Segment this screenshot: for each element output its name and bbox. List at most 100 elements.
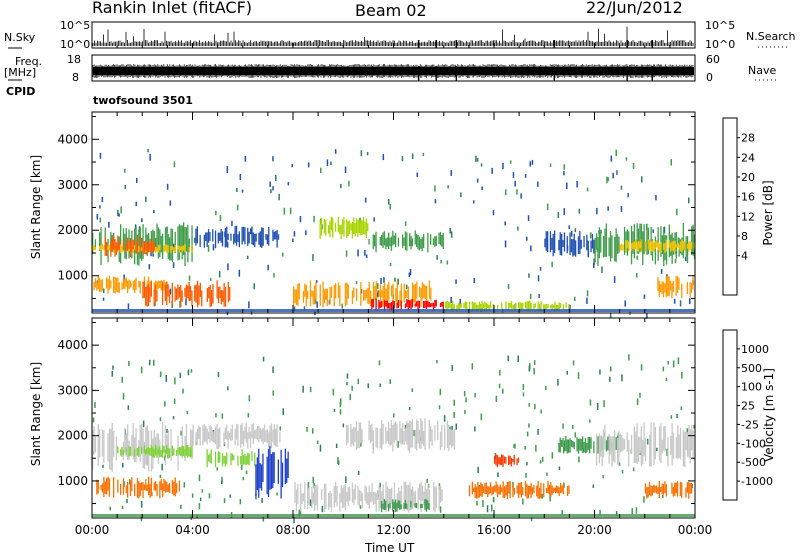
power-scatter-point <box>382 154 385 161</box>
power-region-2 <box>127 280 129 293</box>
power-region-11 <box>559 232 561 256</box>
velocity-region-7 <box>357 430 359 449</box>
velocity-region-6 <box>409 482 411 511</box>
power-region-10 <box>452 300 454 312</box>
velocity-region-1 <box>150 477 153 496</box>
power-region-4 <box>161 281 164 306</box>
velocity-scatter-point <box>262 516 265 522</box>
power-scatter-point <box>273 273 275 278</box>
velocity-region-13 <box>655 485 658 494</box>
velocity-region-8 <box>382 503 384 510</box>
power-scatter-point <box>529 293 532 300</box>
power-region-5 <box>277 234 280 240</box>
power-scatter-point <box>287 182 290 186</box>
velocity-region-3 <box>207 431 210 440</box>
power-region-5 <box>206 232 208 247</box>
velocity-region-7 <box>382 423 384 445</box>
power-region-13 <box>621 243 623 251</box>
velocity-region-3 <box>261 429 263 442</box>
velocity-scatter-point <box>546 472 548 476</box>
power-region-5 <box>227 233 229 240</box>
velocity-region-10 <box>519 482 521 495</box>
velocity-region-10 <box>498 486 500 495</box>
velocity-scatter-point <box>180 430 182 436</box>
power-region-4 <box>174 286 176 302</box>
velocity-region-1 <box>138 481 140 499</box>
power-scatter-point <box>207 244 210 252</box>
power-region-7 <box>441 302 443 307</box>
velocity-region-10 <box>508 481 510 494</box>
velocity-region-10 <box>477 482 479 499</box>
power-scatter-point <box>563 171 565 176</box>
power-region-4 <box>195 284 197 303</box>
power-scatter-point <box>231 220 233 227</box>
power-region-13 <box>622 244 624 251</box>
power-region-13 <box>691 241 693 250</box>
power-region-9 <box>420 238 422 249</box>
power-scatter-point <box>450 297 452 303</box>
power-region-12 <box>618 236 620 254</box>
power-region-12 <box>643 224 645 255</box>
power-region-6 <box>329 287 331 305</box>
power-region-12 <box>597 236 599 266</box>
velocity-scatter-point <box>190 369 193 373</box>
velocity-region-1 <box>153 482 155 491</box>
power-region-1 <box>167 245 169 253</box>
power-region-8 <box>320 217 323 236</box>
freq-panel-frame <box>91 54 696 82</box>
velocity-region-12 <box>601 436 603 467</box>
velocity-region-12 <box>608 433 610 464</box>
velocity-region-5 <box>277 459 279 484</box>
velocity-region-9 <box>494 456 496 464</box>
velocity-region-13 <box>672 487 674 497</box>
power-region-10 <box>550 305 552 309</box>
power-region-6 <box>424 285 426 299</box>
power-region-13 <box>649 239 651 251</box>
power-region-8 <box>330 216 332 231</box>
power-scatter-point <box>270 189 272 194</box>
velocity-region-6 <box>343 485 345 508</box>
velocity-scatter-point <box>359 505 362 509</box>
power-region-12 <box>616 234 619 254</box>
velocity-scatter-point <box>217 372 220 378</box>
power-region-7 <box>406 299 408 307</box>
power-region-1 <box>108 244 111 251</box>
velocity-region-8 <box>397 500 399 508</box>
velocity-region-8 <box>383 499 385 510</box>
power-scatter-point <box>293 231 296 237</box>
power-region-7 <box>430 303 432 308</box>
velocity-scatter-point <box>389 379 391 385</box>
power-region-0 <box>148 233 150 251</box>
power-region-10 <box>445 301 447 309</box>
velocity-region-2 <box>153 448 155 459</box>
velocity-scatter-point <box>533 360 536 365</box>
velocity-region-7 <box>353 426 355 447</box>
velocity-region-1 <box>162 483 164 497</box>
power-region-3 <box>148 242 150 253</box>
power-region-10 <box>533 303 535 312</box>
power-region-1 <box>173 247 175 252</box>
velocity-scatter-point <box>408 407 411 411</box>
velocity-region-12 <box>612 436 614 462</box>
velocity-region-11 <box>584 437 587 454</box>
velocity-scatter-point <box>455 423 457 430</box>
power-region-13 <box>630 243 633 251</box>
velocity-scatter-point <box>439 506 442 513</box>
power-scatter-point <box>149 153 151 161</box>
velocity-region-9 <box>502 455 504 468</box>
velocity-scatter-point <box>159 371 162 378</box>
velocity-region-2 <box>145 449 147 456</box>
power-region-7 <box>428 301 430 308</box>
power-region-14 <box>692 276 694 290</box>
velocity-region-11 <box>569 438 571 453</box>
power-region-10 <box>562 304 564 309</box>
power-region-8 <box>334 222 337 232</box>
velocity-region-0 <box>131 435 133 457</box>
velocity-region-12 <box>682 430 684 467</box>
power-region-6 <box>305 284 307 307</box>
velocity-region-12 <box>686 432 689 457</box>
velocity-scatter-point <box>589 399 592 406</box>
velocity-region-4 <box>245 455 247 465</box>
power-scatter-point <box>673 298 676 304</box>
power-region-5 <box>226 226 228 247</box>
